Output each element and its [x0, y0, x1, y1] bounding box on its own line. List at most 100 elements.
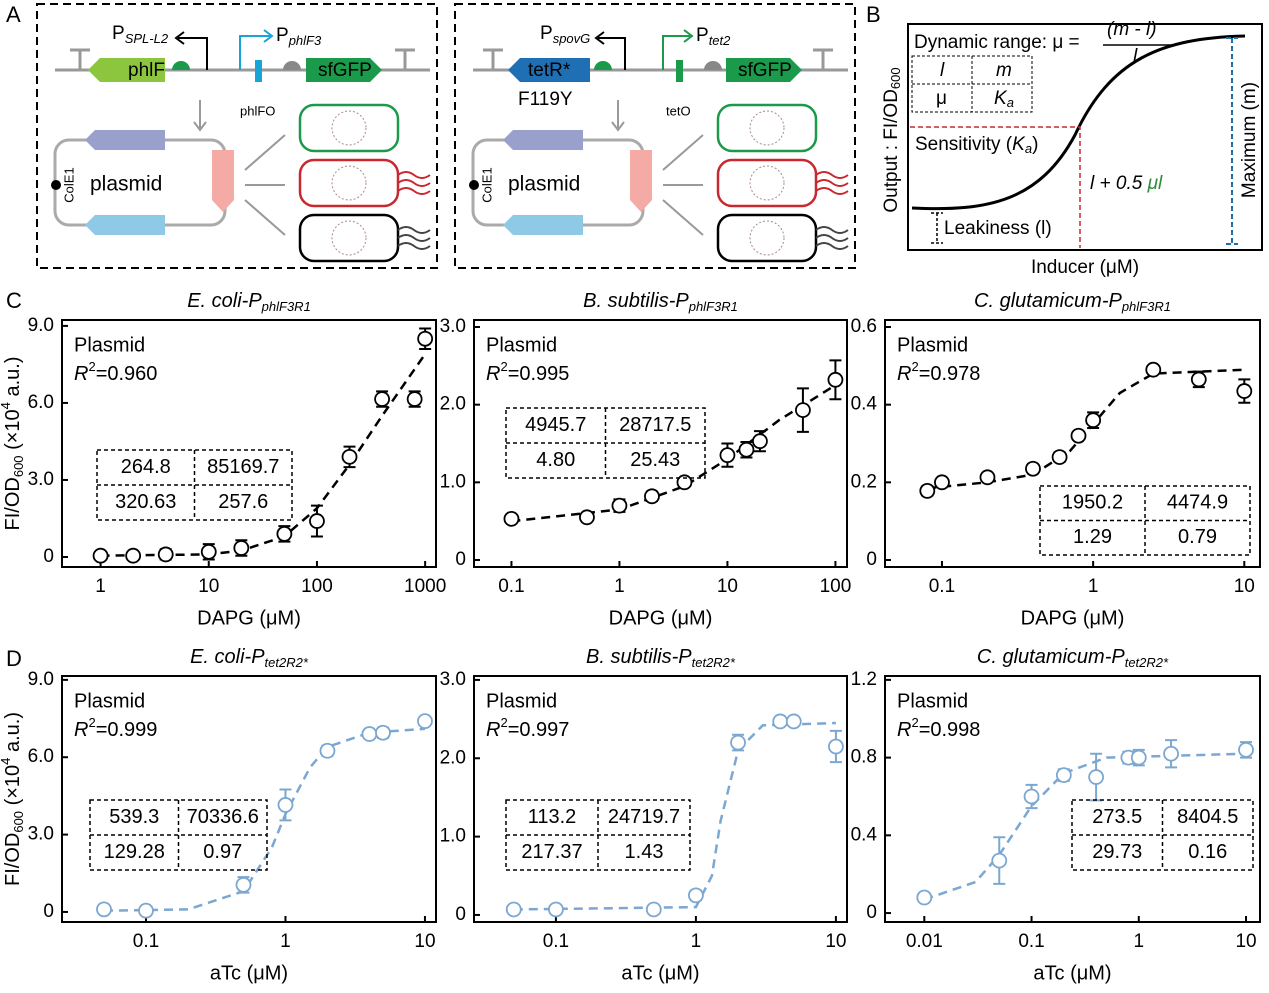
data-point [1055, 767, 1072, 783]
text: Sensitivity ( [915, 134, 1013, 155]
flagella [397, 171, 431, 195]
plasmid-label: plasmid [508, 173, 580, 196]
data-point [374, 391, 390, 407]
text: =0.999 [96, 719, 158, 741]
text: tet2R2* [265, 655, 309, 670]
inset-cell: 8404.5 [1177, 806, 1238, 828]
text: 2 [911, 359, 918, 374]
inset-cell: 24719.7 [608, 806, 680, 828]
data-point [934, 474, 950, 491]
text: =0.997 [508, 719, 570, 741]
gene-label: sfGFP [318, 60, 372, 81]
cell [716, 103, 818, 153]
text: FI/OD [2, 477, 24, 530]
text: phlF3R1 [688, 299, 738, 314]
y-tick-label: 0 [43, 546, 54, 567]
chart-title: B. subtilis-Ptet2R2* [586, 646, 736, 670]
rbs [704, 61, 722, 70]
origin [469, 180, 479, 190]
text: a.u.) [2, 712, 24, 758]
x-axis-label: DAPG (μM) [1021, 607, 1125, 629]
data-point [644, 488, 660, 505]
promoter [174, 31, 208, 70]
annotation: Plasmid [897, 690, 968, 712]
data-point [828, 738, 844, 755]
data-point [309, 513, 325, 529]
panel-label: B [866, 2, 881, 27]
annotation: Plasmid [486, 690, 557, 712]
panel-label: D [6, 646, 22, 671]
text: R [74, 363, 88, 385]
inset-cell: 4945.7 [525, 414, 586, 436]
inset-cell: 70336.6 [187, 806, 259, 828]
x-tick-label: 1 [1088, 576, 1099, 597]
x-tick-label: 0.01 [906, 931, 943, 952]
text: P [276, 25, 289, 46]
text: phlF3 [288, 33, 322, 48]
mutation-label: F119Y [518, 89, 573, 110]
gene [630, 150, 652, 212]
data-point [719, 447, 736, 464]
r-squared: R2=0.960 [74, 359, 157, 385]
r-squared: R2=0.999 [74, 715, 157, 741]
data-point [235, 876, 252, 893]
cell [716, 158, 818, 208]
genome [749, 220, 785, 256]
inset-table [505, 407, 706, 479]
text: -P [669, 290, 690, 312]
rbs [283, 61, 301, 70]
annotation: Plasmid [486, 334, 557, 356]
data-point [1051, 449, 1068, 465]
arrow [193, 121, 207, 132]
text: spovG [553, 31, 591, 46]
promoter [594, 31, 626, 70]
arrow [662, 134, 704, 236]
x-tick-label: 0.1 [929, 576, 955, 597]
data-point [1130, 749, 1147, 766]
data-point [1236, 383, 1253, 399]
cell [298, 213, 400, 263]
gene [85, 130, 165, 150]
text: phlF3R1 [1121, 299, 1171, 314]
text: R [74, 719, 88, 741]
text: R [897, 719, 911, 741]
table-cell: l [940, 60, 945, 81]
text: l + 0.5 [1090, 173, 1148, 194]
guide [910, 126, 1081, 248]
data-point [1023, 788, 1040, 805]
cell [298, 103, 400, 153]
data-point [738, 441, 755, 458]
arrow [611, 121, 625, 132]
inset-cell: 0.97 [203, 841, 242, 863]
y-tick-label: 0.4 [851, 824, 878, 845]
gene-label: tetR* [528, 60, 571, 81]
text: FI/OD [2, 833, 24, 886]
plasmid-label: plasmid [90, 173, 162, 196]
axis-label: Inducer (μM) [1031, 257, 1139, 278]
flagella [815, 226, 849, 250]
genome [331, 165, 367, 201]
data-point [200, 543, 217, 560]
text: K [1012, 134, 1026, 155]
r-squared: R2=0.978 [897, 359, 980, 385]
text: (×10 [2, 409, 24, 455]
data-point [916, 889, 933, 906]
text: 2 [500, 715, 507, 730]
promoter-label: PspovG [540, 23, 590, 46]
data-point [1025, 460, 1041, 477]
gene [212, 150, 234, 212]
promoter [239, 29, 274, 70]
gene [726, 58, 802, 82]
table-cell: m [996, 60, 1012, 81]
x-tick-label: 10 [198, 576, 219, 597]
chart-title: C. glutamicum-PphlF3R1 [974, 290, 1171, 314]
text: 2 [911, 715, 918, 730]
text: ) [1032, 134, 1038, 155]
data-point [772, 713, 789, 730]
guide [931, 212, 943, 244]
text: 600 [888, 67, 903, 89]
text: E. coli [190, 646, 245, 668]
inset-cell: 28717.5 [619, 414, 691, 436]
genome [331, 220, 367, 256]
promoter-label: PphlF3 [276, 25, 322, 48]
